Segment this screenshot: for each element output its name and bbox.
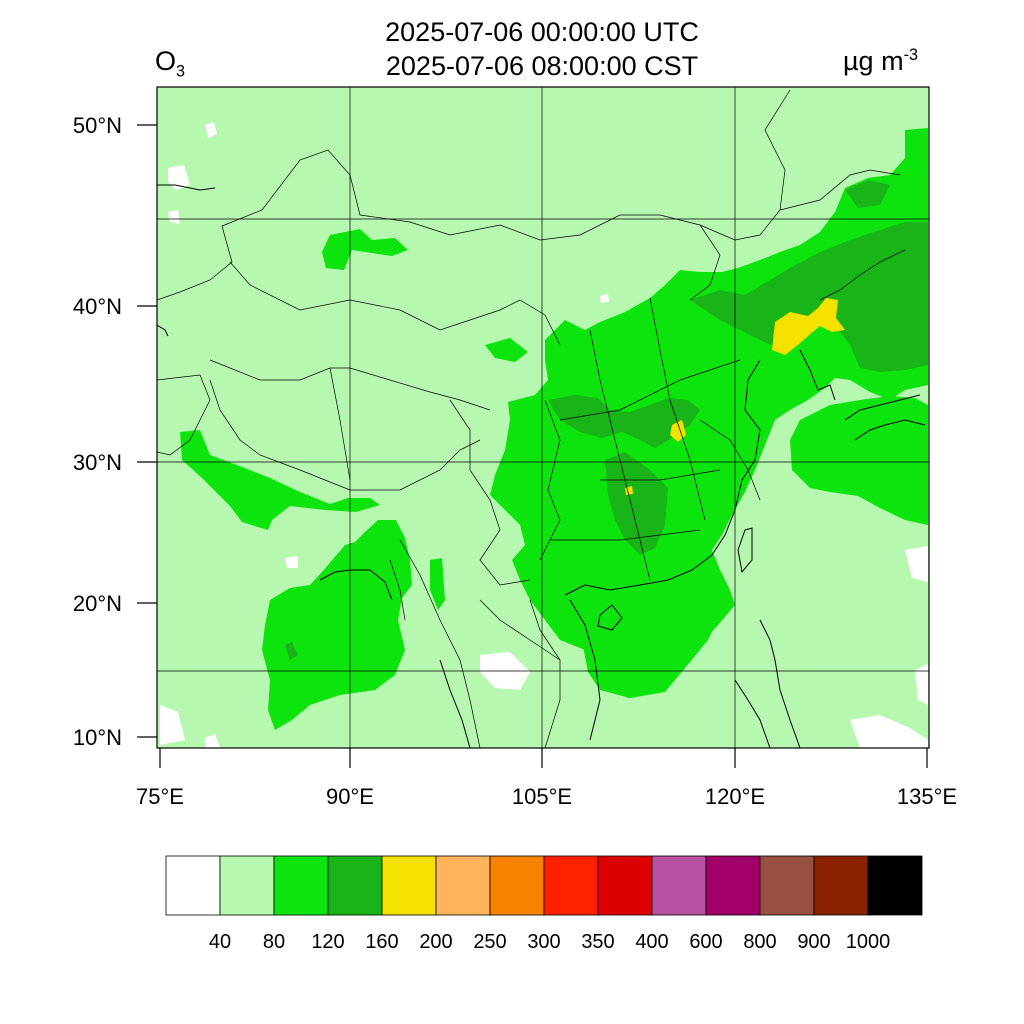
lon-label: 75°E xyxy=(136,784,184,809)
axis-ticks xyxy=(137,124,928,768)
field-below-40 xyxy=(160,122,928,748)
colorbar-label: 1000 xyxy=(845,931,891,953)
colorbar-label: 400 xyxy=(635,931,669,953)
lat-label: 10°N xyxy=(72,725,122,750)
colorbar-label: 120 xyxy=(311,931,345,953)
time-cst: 2025-07-06 08:00:00 CST xyxy=(385,51,699,81)
units-sup: -3 xyxy=(903,46,918,64)
units-base: µg m xyxy=(843,46,904,76)
variable-sub: 3 xyxy=(176,62,186,81)
coastlines xyxy=(157,184,926,748)
lat-label: 40°N xyxy=(72,294,122,319)
colorbar-label: 300 xyxy=(527,931,561,953)
time-utc: 2025-07-06 00:00:00 UTC xyxy=(385,17,699,47)
field-160-200 xyxy=(625,298,845,495)
colorbar-label: 600 xyxy=(689,931,723,953)
colorbar-label: 80 xyxy=(262,931,286,953)
admin-borders xyxy=(157,89,906,748)
lon-label: 105°E xyxy=(511,784,573,809)
map-frame xyxy=(156,86,930,749)
lon-label: 135°E xyxy=(896,784,958,809)
lon-label: 90°E xyxy=(326,784,374,809)
lat-label: 20°N xyxy=(72,591,122,616)
colorbar-label: 200 xyxy=(419,931,453,953)
units-label: µg m-3 xyxy=(843,46,918,77)
variable-base: O xyxy=(155,46,177,76)
colorbar-label: 40 xyxy=(208,931,232,953)
lat-label: 50°N xyxy=(72,113,122,138)
lat-label: 30°N xyxy=(72,450,122,475)
graticule xyxy=(157,87,929,748)
lon-label: 120°E xyxy=(704,784,766,809)
variable-label: O3 xyxy=(155,46,185,81)
field-120-160 xyxy=(285,180,928,660)
colorbar-label: 800 xyxy=(743,931,777,953)
colorbar-label: 160 xyxy=(365,931,399,953)
colorbar-label: 900 xyxy=(797,931,831,953)
colorbar-label: 350 xyxy=(581,931,615,953)
colorbar-label: 250 xyxy=(473,931,507,953)
